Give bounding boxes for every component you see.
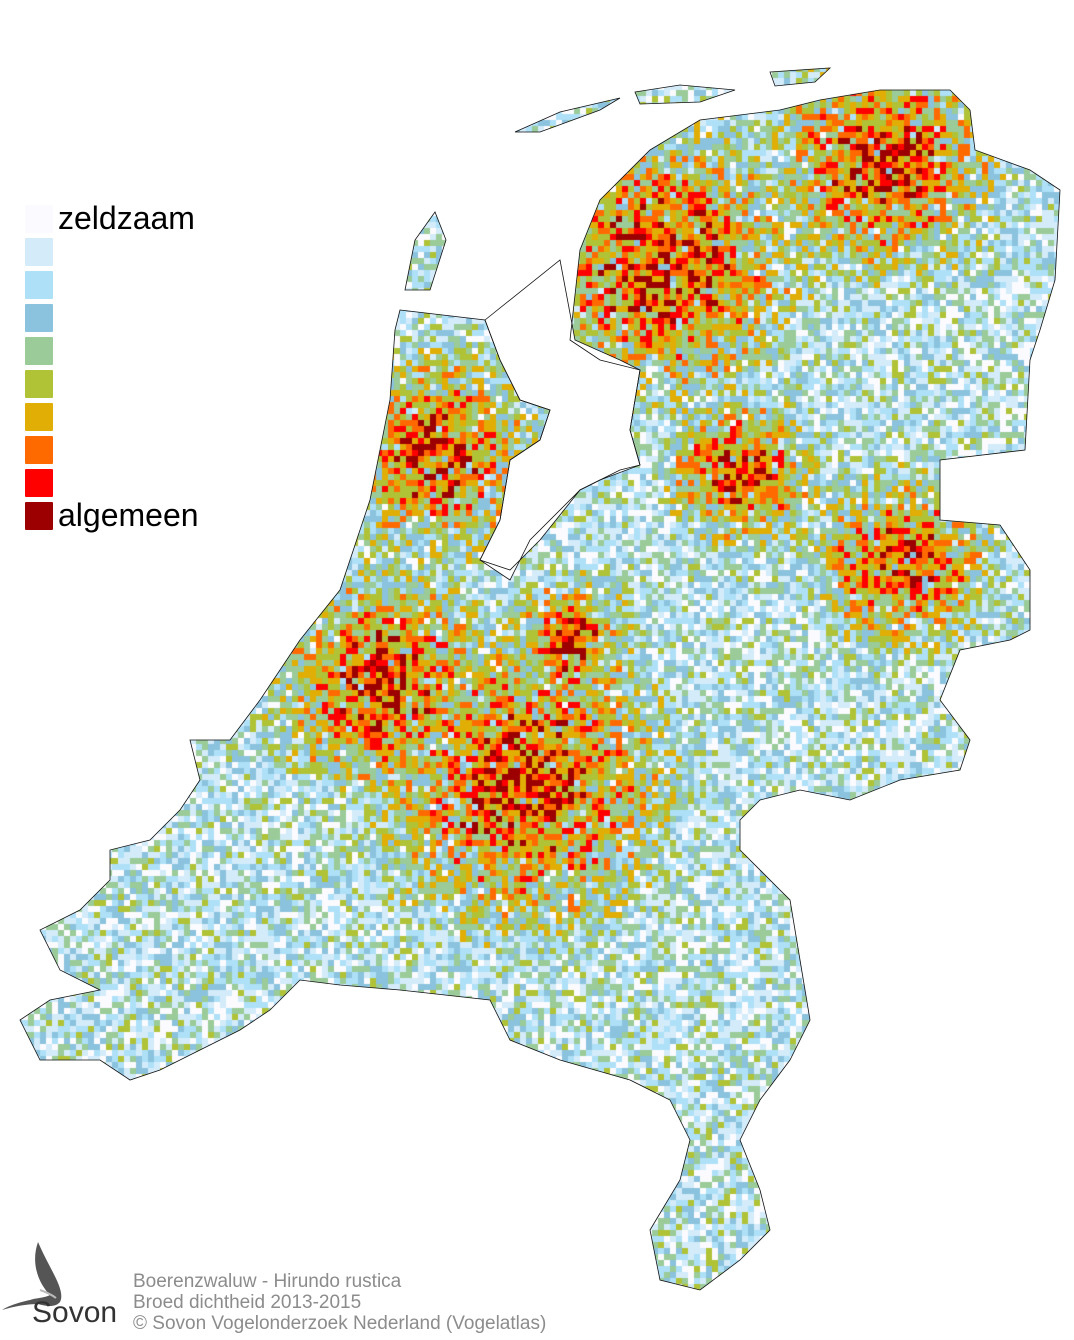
legend-swatch (25, 502, 53, 530)
species-title: Boerenzwaluw - Hirundo rustica (133, 1271, 402, 1292)
map-caption: Boerenzwaluw - Hirundo rustica Broed dic… (133, 1271, 546, 1334)
legend-swatch (25, 271, 53, 299)
copyright: © Sovon Vogelonderzoek Nederland (Vogela… (133, 1313, 547, 1334)
legend-swatch (25, 304, 53, 332)
legend-swatch (25, 337, 53, 365)
legend-swatch (25, 205, 53, 233)
legend-swatch (25, 403, 53, 431)
legend-swatch (25, 238, 53, 266)
legend-label: zeldzaam (58, 200, 195, 236)
legend-swatch (25, 370, 53, 398)
island-outline (514, 97, 621, 133)
mainland-outline (19, 89, 1061, 1291)
swallow-logo-icon (2, 1242, 62, 1310)
map-subtitle: Broed dichtheid 2013-2015 (133, 1292, 362, 1313)
legend-swatch (25, 469, 53, 497)
island-outline (769, 67, 832, 87)
ijsselmeer-outline (479, 259, 641, 571)
island-outline (404, 211, 447, 291)
logo-text: Sovon (32, 1296, 118, 1329)
legend-swatch (25, 436, 53, 464)
island-outline (634, 84, 736, 105)
legend-label: algemeen (58, 497, 199, 533)
